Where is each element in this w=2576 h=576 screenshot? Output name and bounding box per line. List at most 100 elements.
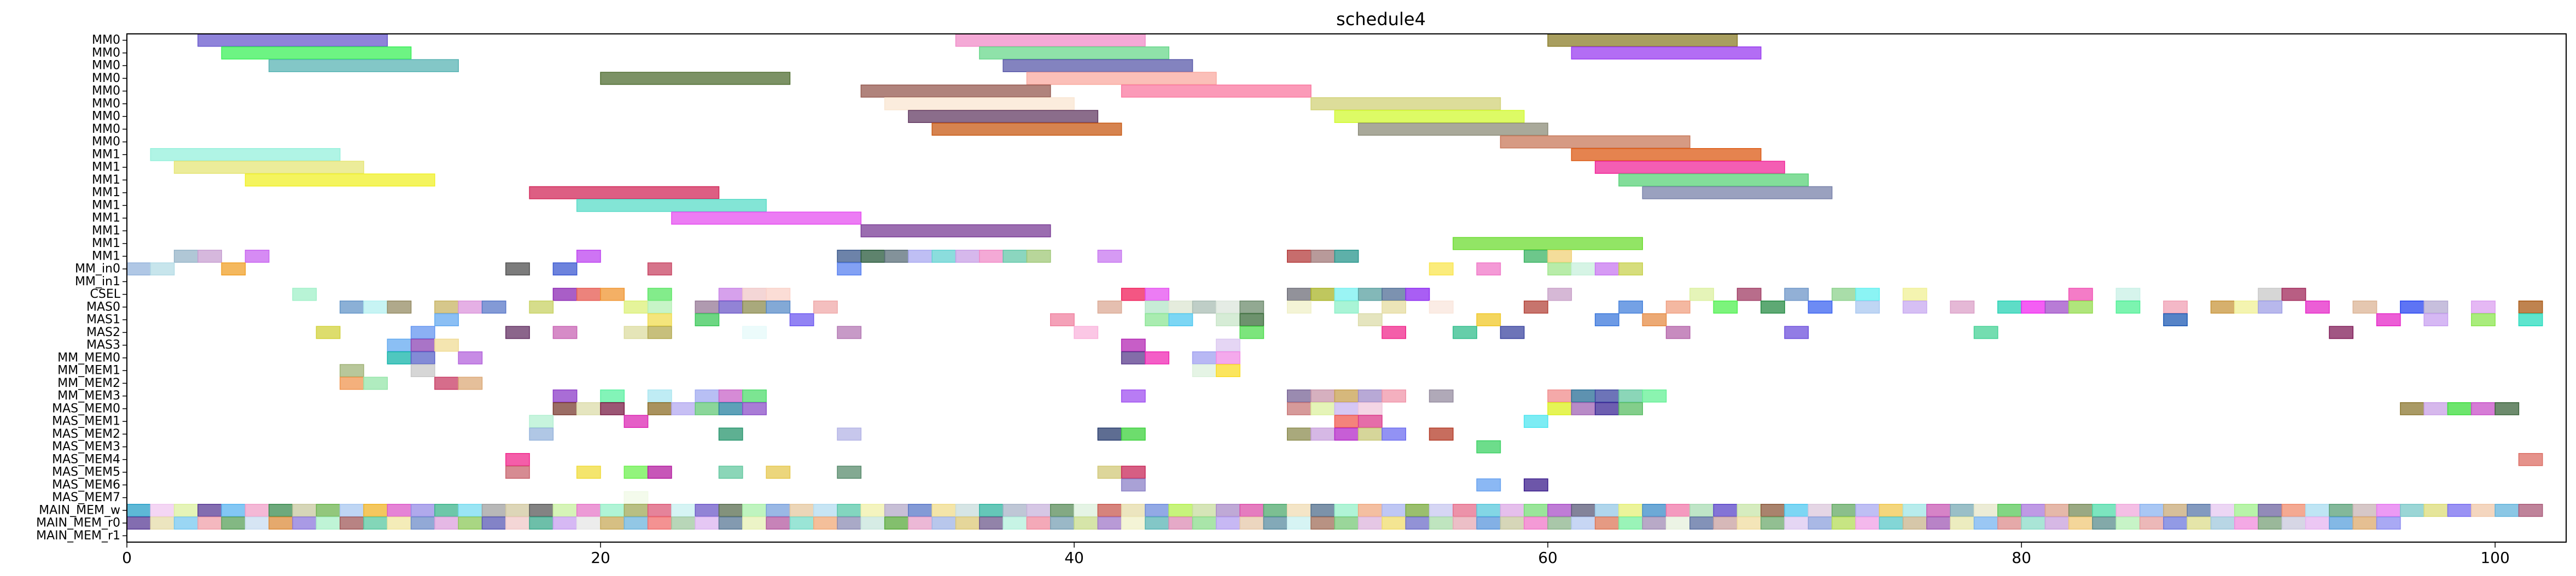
schedule-bar <box>742 287 767 301</box>
schedule-bar <box>1334 402 1359 415</box>
schedule-bar <box>2518 313 2543 326</box>
schedule-bar <box>623 415 649 428</box>
schedule-bar <box>387 338 412 352</box>
schedule-bar <box>1145 301 1169 314</box>
schedule-bar <box>1121 84 1312 98</box>
schedule-bar <box>623 466 649 479</box>
schedule-bar <box>1357 389 1383 403</box>
schedule-bar <box>1216 313 1240 326</box>
schedule-bar <box>1310 97 1501 110</box>
schedule-bar <box>647 313 672 326</box>
schedule-bar <box>1429 301 1454 314</box>
schedule-bar <box>623 504 649 517</box>
schedule-bar <box>2423 504 2449 517</box>
y-tick-label: MM0 <box>92 33 120 47</box>
schedule-bar <box>2495 504 2520 517</box>
schedule-bar <box>1050 516 1075 530</box>
schedule-bar <box>1665 301 1691 314</box>
schedule-bar <box>576 199 767 212</box>
bars-layer <box>126 33 2543 530</box>
schedule-bar <box>2329 516 2354 530</box>
schedule-bar <box>1618 301 1643 314</box>
schedule-bar <box>529 516 554 530</box>
schedule-bar <box>742 504 767 517</box>
y-tick-label: MM_MEM3 <box>57 389 120 403</box>
schedule-bar <box>1097 250 1122 263</box>
schedule-bar <box>2068 301 2093 314</box>
schedule-bar <box>2281 287 2306 301</box>
y-tick-label: MM1 <box>92 186 120 199</box>
schedule-bar <box>269 504 293 517</box>
schedule-bar <box>766 504 791 517</box>
schedule-bar <box>292 504 317 517</box>
schedule-bar <box>1239 504 1264 517</box>
y-axis: MM0MM0MM0MM0MM0MM0MM0MM0MM0MM1MM1MM1MM1M… <box>36 33 127 543</box>
schedule-bar <box>2068 287 2093 301</box>
schedule-bar <box>2329 504 2354 517</box>
schedule-bar <box>1594 402 1619 415</box>
schedule-bar <box>410 516 435 530</box>
schedule-bar <box>1357 415 1383 428</box>
schedule-bar <box>2518 301 2543 314</box>
schedule-bar <box>955 516 980 530</box>
schedule-bar <box>244 516 270 530</box>
y-tick-label: MAIN_MEM_r1 <box>36 529 120 543</box>
schedule-bar <box>576 516 601 530</box>
schedule-bar <box>1571 504 1596 517</box>
schedule-bar <box>1286 516 1312 530</box>
schedule-bar <box>1263 504 1288 517</box>
schedule-bar <box>505 262 530 275</box>
schedule-bar <box>1121 504 1146 517</box>
schedule-bar <box>173 516 199 530</box>
schedule-bar <box>2329 326 2354 339</box>
schedule-bar <box>269 516 293 530</box>
schedule-bar <box>1334 250 1359 263</box>
schedule-bar <box>1784 516 1809 530</box>
schedule-bar <box>1429 427 1454 441</box>
schedule-bar <box>434 504 459 517</box>
schedule-bar <box>1902 504 1927 517</box>
schedule-bar <box>1689 287 1714 301</box>
schedule-bar <box>1665 516 1691 530</box>
schedule-bar <box>2115 301 2141 314</box>
schedule-bar <box>1145 504 1169 517</box>
x-tick-label: 100 <box>2480 549 2509 567</box>
schedule-bar <box>1618 262 1643 275</box>
schedule-bar <box>813 504 838 517</box>
schedule-bar <box>647 402 672 415</box>
schedule-bar <box>1500 135 1691 149</box>
schedule-bar <box>1239 301 1264 314</box>
schedule-bar <box>2234 301 2259 314</box>
schedule-bar <box>1145 313 1169 326</box>
schedule-bar <box>837 326 862 339</box>
schedule-bar <box>1405 287 1430 301</box>
schedule-bar <box>2210 301 2235 314</box>
schedule-bar <box>600 516 625 530</box>
schedule-bar <box>813 516 838 530</box>
schedule-bar <box>2044 504 2070 517</box>
y-tick-label: MM0 <box>92 135 120 149</box>
schedule-bar <box>718 287 743 301</box>
y-tick-label: MM1 <box>92 173 120 187</box>
schedule-bar <box>1547 504 1572 517</box>
schedule-bar <box>1547 33 1738 47</box>
schedule-bar <box>1429 262 1454 275</box>
schedule-bar <box>1192 351 1217 365</box>
schedule-bar <box>1571 402 1596 415</box>
schedule-bar <box>695 301 720 314</box>
schedule-bar <box>742 402 767 415</box>
schedule-bar <box>2258 287 2283 301</box>
schedule-bar <box>1547 287 1572 301</box>
schedule-bar <box>718 402 743 415</box>
schedule-bar <box>2258 301 2283 314</box>
x-tick-label: 80 <box>2012 549 2031 567</box>
schedule-bar <box>1855 287 1880 301</box>
schedule-bar <box>2352 516 2377 530</box>
schedule-bar <box>1026 72 1217 85</box>
schedule-bar <box>529 301 554 314</box>
schedule-bar <box>2187 516 2212 530</box>
y-tick-label: MAIN_MEM_r0 <box>36 516 120 530</box>
schedule-bar <box>505 453 530 466</box>
schedule-bar <box>1665 504 1691 517</box>
schedule-bar <box>1736 504 1762 517</box>
